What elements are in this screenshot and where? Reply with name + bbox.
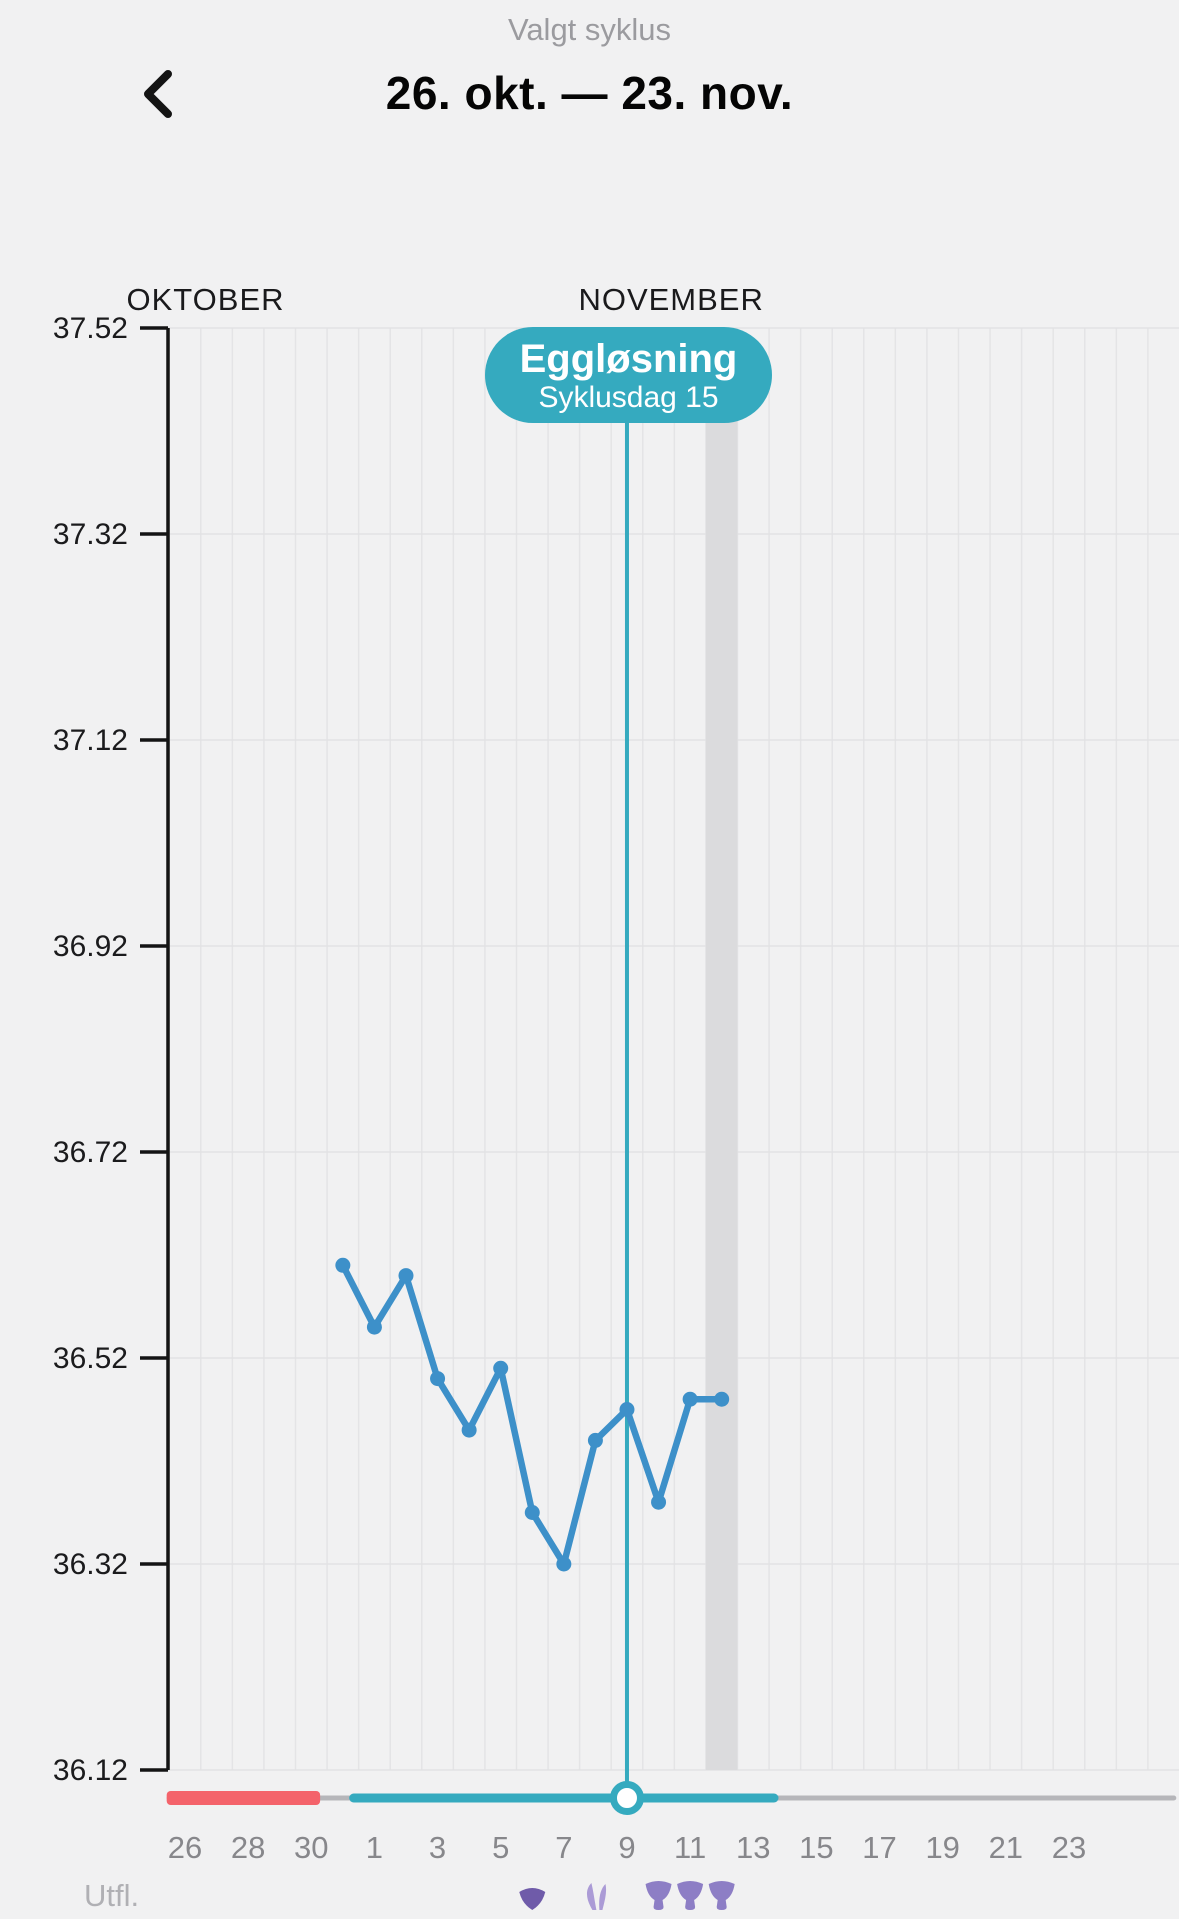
chevron-left-icon (144, 70, 172, 118)
day-label: 21 (989, 1830, 1023, 1865)
day-label: 1 (366, 1830, 383, 1865)
day-label: 9 (618, 1830, 635, 1865)
data-point (556, 1556, 572, 1572)
day-label: 13 (736, 1830, 770, 1865)
data-point (398, 1268, 414, 1284)
utfl-icon-shape (708, 1881, 735, 1910)
utfl-icon-fan-stem (708, 1881, 735, 1910)
data-point (493, 1360, 509, 1376)
day-label: 5 (492, 1830, 509, 1865)
month-label: OKTOBER (127, 282, 285, 317)
data-point (335, 1257, 351, 1273)
ovulation-badge: Eggløsning Syklusdag 15 (485, 327, 772, 423)
month-label: NOVEMBER (578, 282, 763, 317)
period-bar (166, 1791, 321, 1805)
y-axis-label: 37.32 (53, 518, 128, 551)
utfl-icon-petals-light (586, 1883, 607, 1910)
back-button[interactable] (132, 62, 184, 122)
day-label: 17 (862, 1830, 896, 1865)
day-label: 7 (555, 1830, 572, 1865)
data-point (651, 1494, 667, 1510)
utfl-icon-shape (645, 1881, 672, 1910)
slider-handle[interactable] (609, 1781, 644, 1815)
utfl-icon-fan-stem (645, 1881, 672, 1910)
day-label: 28 (231, 1830, 265, 1865)
day-label: 23 (1052, 1830, 1086, 1865)
data-point (619, 1402, 635, 1417)
day-label: 26 (168, 1830, 202, 1865)
y-axis-label: 36.92 (53, 930, 128, 963)
utfl-icon-shape (519, 1888, 546, 1910)
utfl-icon-shape (677, 1881, 704, 1910)
utfl-icon-shape (599, 1884, 607, 1910)
day-label: 15 (799, 1830, 833, 1865)
y-axis-label: 37.52 (53, 312, 128, 345)
utfl-icon-shape (586, 1883, 597, 1910)
data-point (461, 1422, 477, 1438)
y-axis-label: 36.52 (53, 1342, 128, 1375)
ovulation-badge-title: Eggløsning (519, 337, 738, 381)
slider-selected-range (349, 1793, 779, 1803)
day-label: 19 (925, 1830, 959, 1865)
page-subtitle: Valgt syklus (507, 12, 672, 47)
y-axis-label: 36.12 (53, 1754, 128, 1787)
y-axis-label: 37.12 (53, 724, 128, 757)
data-point (682, 1391, 698, 1407)
day-label: 30 (294, 1830, 328, 1865)
data-point (587, 1432, 603, 1448)
highlighted-day-band (705, 328, 738, 1770)
utfl-icon-fan-stem (677, 1881, 704, 1910)
utfl-row-label: Utfl. (84, 1878, 140, 1913)
ovulation-badge-subtitle: Syklusdag 15 (538, 381, 719, 414)
data-point (430, 1371, 446, 1387)
data-point (714, 1391, 730, 1407)
data-point (366, 1319, 382, 1335)
day-label: 11 (674, 1830, 706, 1865)
utfl-icon-fan (519, 1888, 546, 1910)
page-title: 26. okt. — 23. nov. (385, 67, 794, 119)
y-axis-label: 36.32 (53, 1548, 128, 1581)
day-label: 3 (429, 1830, 446, 1865)
y-axis-label: 36.72 (53, 1136, 128, 1169)
data-point (524, 1505, 540, 1520)
